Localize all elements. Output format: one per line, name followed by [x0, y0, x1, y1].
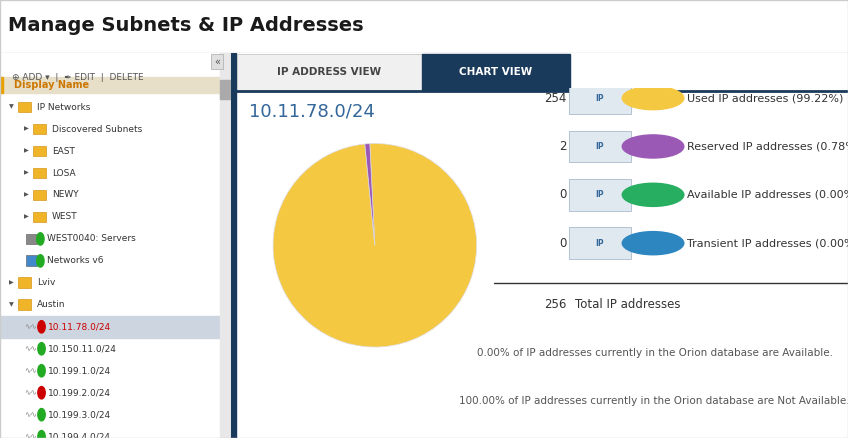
Text: IP: IP	[595, 142, 604, 151]
FancyBboxPatch shape	[18, 277, 31, 288]
Text: Austin: Austin	[37, 300, 65, 309]
Circle shape	[622, 135, 683, 158]
Circle shape	[38, 343, 45, 355]
Bar	[231, 53, 236, 438]
Text: Used IP addresses (99.22%): Used IP addresses (99.22%)	[687, 93, 843, 103]
FancyBboxPatch shape	[33, 146, 47, 156]
Text: IP: IP	[595, 239, 604, 247]
Text: ∿∿: ∿∿	[25, 388, 37, 397]
Circle shape	[38, 387, 45, 399]
Text: 254: 254	[544, 92, 566, 105]
FancyBboxPatch shape	[33, 212, 47, 223]
Text: ∿∿: ∿∿	[25, 366, 37, 375]
Text: 2: 2	[559, 140, 566, 153]
FancyBboxPatch shape	[33, 124, 47, 134]
Text: «: «	[214, 57, 220, 67]
Text: LOSA: LOSA	[52, 169, 75, 177]
Text: Networks v6: Networks v6	[47, 256, 103, 265]
FancyBboxPatch shape	[33, 190, 47, 200]
FancyBboxPatch shape	[569, 227, 631, 259]
Text: EAST: EAST	[52, 147, 75, 155]
Text: WEST0040: Servers: WEST0040: Servers	[47, 234, 136, 244]
Circle shape	[36, 255, 44, 267]
Text: Total IP addresses: Total IP addresses	[575, 298, 680, 311]
Text: 10.199.2.0/24: 10.199.2.0/24	[48, 388, 111, 397]
Text: ▶: ▶	[9, 280, 14, 286]
Text: ▶: ▶	[25, 192, 29, 198]
Bar	[0, 77, 231, 93]
Text: 10.199.4.0/24: 10.199.4.0/24	[48, 432, 111, 438]
Circle shape	[38, 321, 45, 333]
Circle shape	[622, 87, 683, 110]
Text: ▼: ▼	[9, 302, 14, 307]
Text: Display Name: Display Name	[14, 80, 89, 90]
Text: IP: IP	[595, 191, 604, 199]
Text: ∿∿: ∿∿	[25, 432, 37, 438]
FancyBboxPatch shape	[26, 233, 37, 244]
Circle shape	[622, 232, 683, 255]
Text: IP Networks: IP Networks	[37, 102, 90, 112]
Bar	[220, 53, 231, 438]
Text: 256: 256	[544, 298, 566, 311]
FancyBboxPatch shape	[33, 168, 47, 178]
FancyBboxPatch shape	[18, 102, 31, 113]
Bar	[0, 316, 220, 338]
Text: ⊕ ADD ▾  |  ✒ EDIT  |  DELETE: ⊕ ADD ▾ | ✒ EDIT | DELETE	[12, 73, 143, 82]
Text: 0: 0	[559, 237, 566, 250]
Text: ∿∿: ∿∿	[25, 410, 37, 419]
FancyBboxPatch shape	[569, 179, 631, 211]
FancyBboxPatch shape	[18, 300, 31, 310]
Text: Available IP addresses (0.00%): Available IP addresses (0.00%)	[687, 190, 848, 200]
Text: ▶: ▶	[25, 170, 29, 176]
Text: 0: 0	[559, 188, 566, 201]
Bar	[220, 80, 231, 99]
Text: ∿∿: ∿∿	[25, 344, 37, 353]
Text: WEST: WEST	[52, 212, 77, 222]
Text: ▶: ▶	[25, 127, 29, 131]
Text: Transient IP addresses (0.00%): Transient IP addresses (0.00%)	[687, 238, 848, 248]
Wedge shape	[365, 144, 375, 245]
Text: 10.11.78.0/24: 10.11.78.0/24	[249, 102, 375, 120]
FancyBboxPatch shape	[569, 82, 631, 114]
Circle shape	[36, 233, 44, 245]
Text: 10.199.3.0/24: 10.199.3.0/24	[48, 410, 112, 419]
FancyBboxPatch shape	[26, 255, 37, 266]
Text: Reserved IP addresses (0.78%): Reserved IP addresses (0.78%)	[687, 141, 848, 152]
Text: 10.150.11.0/24: 10.150.11.0/24	[48, 344, 117, 353]
Bar	[422, 54, 570, 91]
Wedge shape	[273, 144, 477, 347]
Text: NEWY: NEWY	[52, 191, 79, 199]
Text: IP: IP	[595, 94, 604, 102]
Text: ▼: ▼	[9, 105, 14, 110]
Text: 10.11.78.0/24: 10.11.78.0/24	[48, 322, 112, 331]
Bar	[0, 77, 3, 93]
Text: Manage Subnets & IP Addresses: Manage Subnets & IP Addresses	[8, 16, 364, 35]
Text: 10.199.1.0/24: 10.199.1.0/24	[48, 366, 112, 375]
Text: Discovered Subnets: Discovered Subnets	[52, 124, 142, 134]
Text: ▶: ▶	[25, 215, 29, 219]
FancyBboxPatch shape	[569, 131, 631, 162]
Text: 0.00% of IP addresses currently in the Orion database are Available.: 0.00% of IP addresses currently in the O…	[477, 348, 833, 357]
Text: IP ADDRESS VIEW: IP ADDRESS VIEW	[277, 67, 382, 77]
Circle shape	[38, 431, 45, 438]
Text: ▶: ▶	[25, 148, 29, 154]
Text: 100.00% of IP addresses currently in the Orion database are Not Available.: 100.00% of IP addresses currently in the…	[460, 396, 848, 406]
Text: Lviv: Lviv	[37, 279, 55, 287]
Bar	[237, 54, 422, 91]
Text: CHART VIEW: CHART VIEW	[460, 67, 533, 77]
Circle shape	[38, 364, 45, 377]
Circle shape	[622, 183, 683, 206]
Text: ∿∿: ∿∿	[25, 322, 37, 331]
Circle shape	[38, 409, 45, 421]
